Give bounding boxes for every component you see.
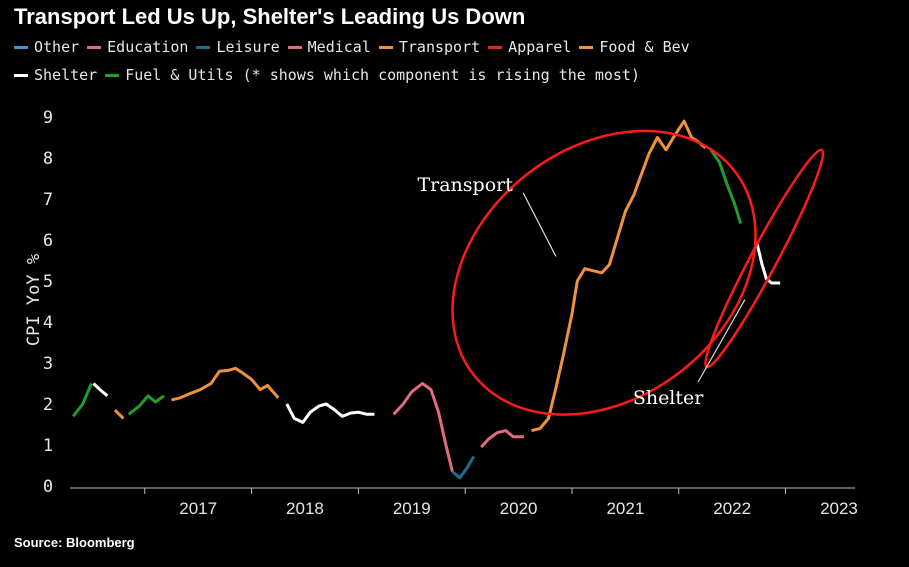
legend-label: Shelter xyxy=(34,66,98,84)
series-line-transport xyxy=(113,409,125,420)
y-tick-label: 8 xyxy=(43,149,53,169)
series-line-shelter xyxy=(92,382,109,397)
y-tick-label: 3 xyxy=(43,354,53,374)
legend-item-medical: Medical xyxy=(287,38,371,56)
x-tick-label: 2018 xyxy=(286,499,324,518)
legend-item-food-bev: Food & Bev xyxy=(579,38,690,56)
series-line-fuel-utils xyxy=(709,148,743,225)
x-tick-label: 2020 xyxy=(500,499,538,518)
legend-row-1: Other Education Leisure Medical Transpor… xyxy=(14,38,698,56)
legend-label: Transport xyxy=(398,38,481,56)
legend-item-apparel: Apparel xyxy=(488,38,571,56)
x-tick-label: 2021 xyxy=(606,499,644,518)
legend-item-fuel-utils: Fuel & Utils (* shows which component is… xyxy=(105,66,640,84)
legend-swatch xyxy=(87,45,102,49)
legend-item-shelter: Shelter xyxy=(14,66,97,84)
legend-swatch xyxy=(378,45,393,49)
series-line-transport xyxy=(531,119,707,433)
series-line-education xyxy=(480,429,524,449)
annotation-leader-line xyxy=(697,299,746,383)
x-tick-label: 2017 xyxy=(179,499,217,518)
legend-label: Other xyxy=(34,38,80,56)
annotation-label: Transport xyxy=(417,174,513,196)
annotation-leader-line xyxy=(522,192,557,257)
series-line-shelter xyxy=(285,402,375,424)
legend-item-transport: Transport xyxy=(378,38,481,56)
chart-title: Transport Led Us Up, Shelter's Leading U… xyxy=(14,4,526,29)
series-line-leisure xyxy=(451,455,475,480)
x-tick-label: 2022 xyxy=(713,499,751,518)
legend-item-other: Other xyxy=(14,38,79,56)
legend-item-education: Education xyxy=(87,38,188,56)
x-tick-label: 2019 xyxy=(393,499,431,518)
legend-label: Education xyxy=(107,38,189,56)
legend-label: Leisure xyxy=(216,38,280,56)
legend-label: Medical xyxy=(307,38,371,56)
series-line-fuel-utils xyxy=(72,382,93,418)
legend-row-2: Shelter Fuel & Utils (* shows which comp… xyxy=(14,66,648,84)
annotation-label: Shelter xyxy=(633,387,704,409)
x-tick-label: 2023 xyxy=(820,499,858,518)
y-tick-label: 2 xyxy=(43,395,53,415)
legend-swatch xyxy=(579,45,594,49)
y-tick-label: 5 xyxy=(43,272,53,292)
series-line-food-bev xyxy=(171,366,280,402)
y-tick-label: 0 xyxy=(43,477,53,497)
y-tick-label: 4 xyxy=(43,313,53,333)
series-line-fuel-utils xyxy=(127,394,165,416)
legend-swatch xyxy=(14,45,28,49)
y-tick-label: 6 xyxy=(43,231,53,251)
legend-item-leisure: Leisure xyxy=(196,38,280,56)
y-tick-label: 1 xyxy=(43,436,53,456)
series-line-shelter xyxy=(755,241,781,285)
legend-label: Food & Bev xyxy=(599,38,690,56)
source-note: Source: Bloomberg xyxy=(14,535,135,550)
y-tick-label: 7 xyxy=(43,190,53,210)
legend-swatch xyxy=(287,45,302,49)
series-line-medical xyxy=(392,382,454,472)
legend-swatch xyxy=(14,73,28,77)
y-axis-label: CPI YoY % xyxy=(24,254,44,346)
legend-label: Apparel xyxy=(508,38,572,56)
legend-swatch xyxy=(196,45,211,49)
legend-swatch xyxy=(488,45,503,49)
legend-label: Fuel & Utils (* shows which component is… xyxy=(125,66,640,84)
legend-swatch xyxy=(105,73,120,77)
y-tick-label: 9 xyxy=(43,108,53,128)
highlight-ellipse xyxy=(451,129,757,416)
